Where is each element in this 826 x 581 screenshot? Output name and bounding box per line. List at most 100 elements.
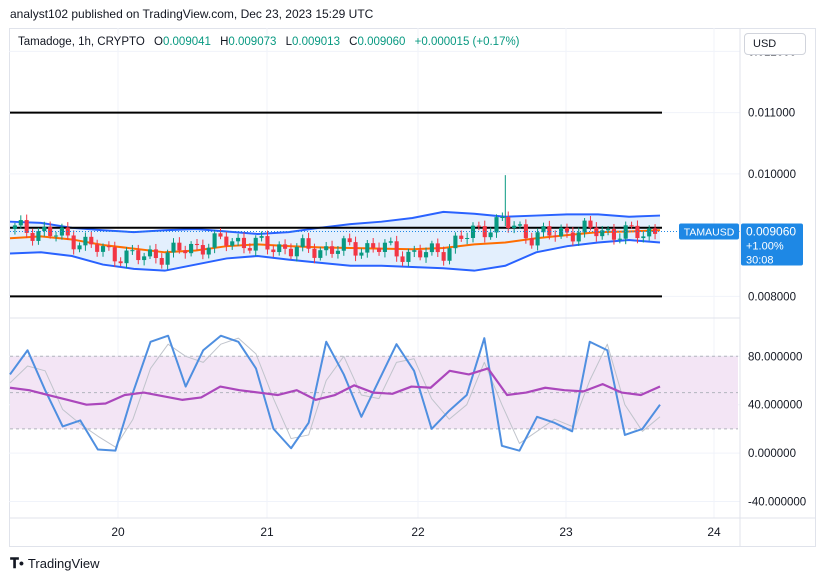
candle-body: [347, 238, 352, 243]
chart-frame: [9, 28, 816, 547]
candle-body: [500, 216, 505, 218]
x-tick-label: 20: [111, 525, 125, 539]
candle-body: [476, 225, 481, 227]
candle-body: [465, 237, 470, 239]
footer-brand[interactable]: 𝐓• TradingView: [10, 555, 99, 572]
candle-body: [435, 243, 440, 253]
candle-body: [512, 225, 517, 229]
close-label: C: [349, 36, 358, 48]
candle-body: [124, 250, 129, 264]
candle-body: [142, 256, 147, 261]
candle-body: [529, 238, 534, 246]
candle-body: [470, 225, 476, 238]
ticker-tag: [679, 223, 739, 240]
change-value: +0.000015 (+0.17%): [414, 36, 520, 48]
price-tag-change: +1.00%: [746, 240, 784, 252]
oscillator-panel: [9, 334, 738, 452]
candle-body: [277, 244, 282, 253]
candle-body: [523, 224, 528, 239]
candle-body: [553, 235, 558, 237]
candle-body: [371, 243, 376, 248]
candle-body: [165, 252, 170, 265]
candle-body: [418, 250, 423, 258]
candle-body: [488, 232, 493, 238]
candle-body: [106, 246, 111, 248]
candle-body: [147, 249, 153, 257]
candle-body: [429, 243, 434, 253]
candle-body: [312, 248, 317, 258]
candle-body: [265, 236, 270, 250]
candle-body: [30, 232, 35, 241]
osc-tick-label: 0.000000: [748, 448, 796, 460]
bollinger-basis: [9, 229, 661, 254]
candle-body: [288, 248, 294, 257]
candle-body: [259, 236, 264, 238]
candle-body: [200, 245, 205, 255]
candle-body: [171, 242, 176, 253]
candle-body: [48, 226, 53, 237]
candle-body: [189, 243, 194, 254]
high-label: H: [220, 36, 229, 48]
price-tag: [741, 223, 803, 266]
osc-tick-label: 80.000000: [748, 351, 802, 363]
candle-body: [194, 243, 200, 246]
x-tick-label: 21: [260, 525, 274, 539]
low-label: L: [285, 36, 292, 48]
candle-body: [330, 246, 335, 254]
candle-body: [535, 232, 540, 246]
candle-body: [506, 216, 511, 229]
x-tick-label: 22: [411, 525, 425, 539]
symbol-label[interactable]: Tamadoge, 1h, CRYPTO: [18, 36, 145, 48]
candle-body: [570, 232, 575, 242]
candle-body: [230, 241, 235, 246]
candle-body: [42, 226, 47, 232]
candle-body: [611, 229, 617, 240]
candle-body: [594, 227, 599, 237]
candle-body: [247, 248, 252, 251]
candle-body: [412, 250, 417, 252]
candle-body: [406, 251, 411, 262]
candle-body: [236, 237, 241, 242]
candle-body: [365, 243, 370, 253]
candle-body: [130, 250, 135, 252]
rsi-line: [9, 367, 661, 406]
candle-body: [112, 247, 117, 262]
candle-body: [641, 236, 646, 239]
grid: [9, 28, 740, 518]
ohlc-legend: Tamadoge, 1h, CRYPTO O0.009041 H0.009073…: [18, 36, 520, 48]
candle-body: [300, 238, 305, 247]
currency-button[interactable]: USD: [744, 33, 806, 55]
candle-body: [623, 225, 628, 239]
candle-body: [376, 247, 382, 252]
candle-body: [453, 235, 458, 249]
candle-body: [576, 232, 581, 242]
stoch-k-line: [9, 334, 661, 452]
candle-body: [606, 229, 611, 231]
candle-body: [136, 250, 141, 261]
candle-body: [24, 220, 29, 233]
candle-body: [212, 233, 217, 248]
price-tick-label: 0.011000: [748, 108, 795, 120]
candle-body: [77, 245, 82, 250]
candle-body: [423, 252, 429, 258]
x-tick-label: 24: [707, 525, 721, 539]
candle-body: [541, 226, 546, 233]
candle-body: [283, 244, 288, 249]
candle-body: [294, 246, 299, 257]
candle-body: [324, 246, 329, 251]
candle-body: [582, 220, 587, 233]
candle-body: [564, 227, 570, 233]
candle-body: [177, 242, 182, 251]
candle-body: [547, 226, 552, 236]
price-tag-countdown: 30:08: [746, 254, 774, 266]
brand-name: TradingView: [27, 556, 100, 571]
open-value: 0.009041: [162, 36, 211, 48]
candle-body: [218, 233, 223, 237]
open-label: O: [153, 36, 163, 48]
candle-body: [517, 224, 523, 226]
osc-tick-label: -40.000000: [748, 496, 806, 508]
osc-tick-label: 40.000000: [748, 400, 802, 412]
x-tick-label: 23: [559, 525, 573, 539]
close-value: 0.009060: [357, 36, 406, 48]
